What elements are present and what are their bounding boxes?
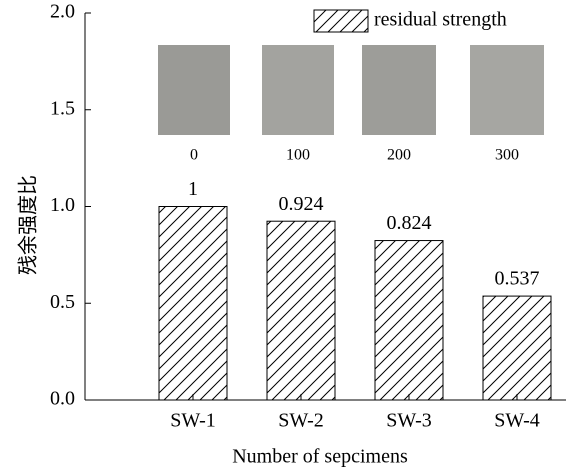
x-tick-label: SW-4 [494,410,540,432]
photo [470,45,544,135]
value-label: 0.824 [387,212,432,234]
bar [266,220,336,401]
bar [158,206,228,401]
bar [482,295,552,401]
inset-label: 100 [286,147,310,164]
legend-label: residual strength [374,9,507,31]
x-tick-label: SW-1 [170,410,216,432]
value-label: 0.537 [495,268,540,290]
x-axis-label: Number of sepcimens [232,446,408,468]
y-tick-label: 0.5 [50,291,75,313]
x-tick-label: SW-2 [278,410,324,432]
value-label: 0.924 [279,193,324,215]
photo [262,45,334,135]
y-tick-label: 1.0 [50,194,75,216]
inset-label: 300 [495,147,519,164]
y-axis-label: 残余强度比 [17,175,40,275]
y-tick-label: 0.0 [50,388,75,410]
y-tick-label: 1.5 [50,97,75,119]
legend-swatch [313,9,369,33]
inset-label: 200 [387,147,411,164]
photo [158,45,230,135]
specimen-photos [158,45,544,135]
photo [362,45,436,135]
x-tick-label: SW-3 [386,410,432,432]
y-tick-label: 2.0 [50,1,75,23]
bar [374,240,444,401]
value-label: 1 [188,178,198,200]
inset-label: 0 [190,147,198,164]
